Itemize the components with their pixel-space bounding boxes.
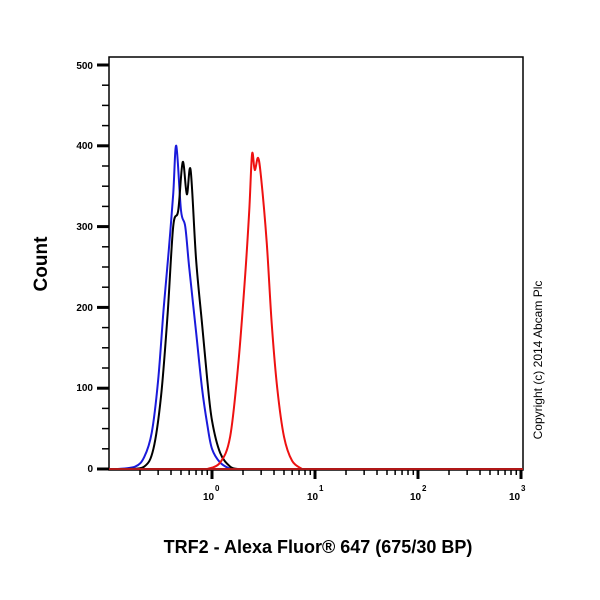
x-tick-label-10e3: 10 3: [509, 484, 526, 503]
series-red-curve: [206, 151, 303, 470]
x-tick-label-10e1: 10 1: [307, 484, 324, 503]
x-tick-label-10e0: 10 0: [203, 484, 220, 503]
series-blue-curve: [117, 144, 231, 470]
svg-text:10: 10: [203, 492, 215, 503]
copyright-notice: Copyright (c) 2014 Abcam Plc: [531, 281, 545, 440]
svg-text:10: 10: [307, 492, 319, 503]
series-black-curve: [126, 160, 239, 470]
svg-text:0: 0: [215, 484, 220, 493]
svg-text:10: 10: [509, 492, 521, 503]
y-tick-label-100: 100: [76, 383, 93, 394]
y-tick-label-500: 500: [76, 61, 93, 72]
y-axis-ticks: [97, 63, 109, 471]
y-tick-label-300: 300: [76, 222, 93, 233]
svg-text:3: 3: [521, 484, 526, 493]
x-axis-title: TRF2 - Alexa Fluor® 647 (675/30 BP): [164, 537, 473, 557]
y-tick-label-400: 400: [76, 141, 93, 152]
histogram-series: [117, 144, 303, 470]
svg-text:1: 1: [319, 484, 324, 493]
y-tick-label-0: 0: [87, 464, 93, 475]
y-tick-label-200: 200: [76, 303, 93, 314]
y-axis-title: Count: [31, 236, 52, 292]
svg-text:2: 2: [422, 484, 427, 493]
svg-text:10: 10: [410, 492, 422, 503]
x-tick-label-10e2: 10 2: [410, 484, 427, 503]
